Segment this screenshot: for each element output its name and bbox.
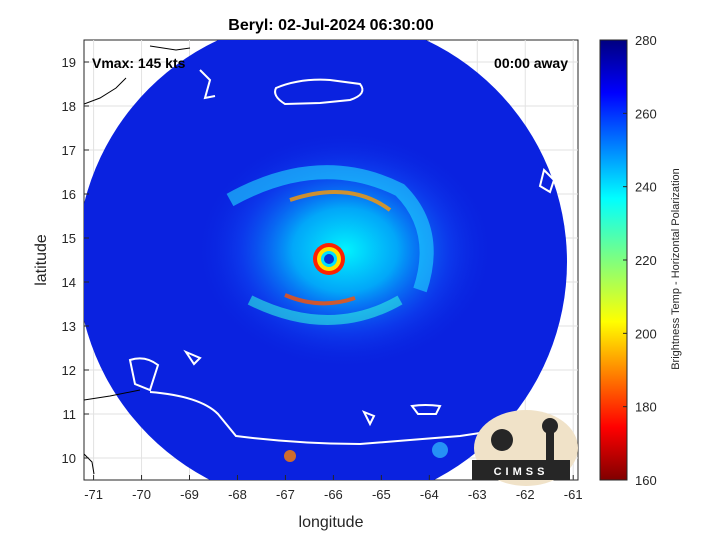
logo-text: CIMSS xyxy=(494,466,549,478)
x-tick-label: -64 xyxy=(420,487,439,502)
colorbar-tick-label: 200 xyxy=(635,326,657,341)
y-axis-ticks: 10 11 12 13 14 15 16 17 18 19 xyxy=(62,55,89,466)
y-tick-label: 12 xyxy=(62,363,76,378)
x-tick-label: -62 xyxy=(516,487,535,502)
colorbar-ticks: 160 180 200 220 240 260 280 xyxy=(623,33,657,488)
y-axis-label: latitude xyxy=(33,234,50,286)
colorbar-tick-label: 220 xyxy=(635,253,657,268)
time-away-label: 00:00 away xyxy=(494,55,568,71)
y-tick-label: 14 xyxy=(62,275,76,290)
vmax-label: Vmax: 145 kts xyxy=(92,55,186,71)
x-tick-label: -65 xyxy=(372,487,391,502)
x-axis-label: longitude xyxy=(299,514,364,531)
y-tick-label: 10 xyxy=(62,451,76,466)
y-tick-label: 16 xyxy=(62,187,76,202)
y-tick-label: 13 xyxy=(62,319,76,334)
coastlines-outside-swath xyxy=(84,45,191,475)
coastlines xyxy=(128,69,556,446)
y-tick-label: 11 xyxy=(63,407,77,422)
colorbar-tick-label: 180 xyxy=(635,400,657,415)
y-tick-label: 19 xyxy=(62,55,76,70)
colorbar-tick-label: 160 xyxy=(635,473,657,488)
colorbar-label: Brightness Temp - Horizontal Polarizatio… xyxy=(670,168,682,370)
x-tick-label: -63 xyxy=(468,487,487,502)
chart-title: Beryl: 02-Jul-2024 06:30:00 xyxy=(228,17,434,34)
x-tick-label: -71 xyxy=(84,487,103,502)
x-tick-label: -69 xyxy=(180,487,199,502)
x-tick-label: -70 xyxy=(132,487,151,502)
x-tick-label: -66 xyxy=(324,487,343,502)
x-tick-label: -68 xyxy=(228,487,247,502)
storm-imagery xyxy=(195,130,495,462)
colorbar-tick-label: 240 xyxy=(635,180,657,195)
x-tick-label: -67 xyxy=(276,487,295,502)
y-tick-label: 15 xyxy=(62,231,76,246)
cimss-logo: CIMSS xyxy=(472,410,578,486)
y-tick-label: 18 xyxy=(62,99,76,114)
colorbar-tick-label: 280 xyxy=(635,33,657,48)
y-tick-label: 17 xyxy=(62,143,76,158)
colorbar-tick-label: 260 xyxy=(635,106,657,121)
x-axis-ticks: -71 -70 -69 -68 -67 -66 -65 -64 -63 -62 -61 xyxy=(84,475,583,502)
colorbar xyxy=(599,39,628,481)
x-tick-label: -61 xyxy=(564,487,583,502)
